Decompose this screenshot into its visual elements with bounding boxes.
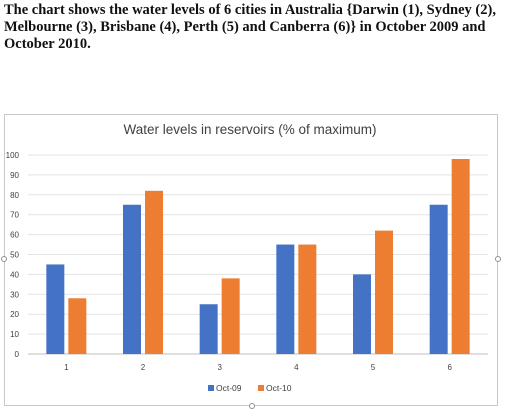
gridlines bbox=[28, 154, 488, 355]
y-tick-label: 50 bbox=[10, 251, 19, 260]
resize-handle-bottom[interactable] bbox=[249, 403, 255, 409]
bar-oct-10-6 bbox=[451, 158, 470, 354]
x-tick-label: 2 bbox=[141, 363, 146, 372]
y-tick-label: 0 bbox=[15, 350, 20, 359]
bar-oct-09-6 bbox=[429, 204, 448, 354]
bar-oct-10-4 bbox=[298, 244, 317, 354]
y-tick-label: 100 bbox=[6, 151, 20, 160]
resize-handle-left[interactable] bbox=[1, 256, 7, 262]
bar-oct-10-3 bbox=[221, 278, 240, 354]
bar-oct-10-2 bbox=[145, 190, 163, 354]
x-tick-label: 4 bbox=[294, 363, 299, 372]
bar-oct-09-3 bbox=[199, 304, 218, 354]
question-prompt: The chart shows the water levels of 6 ci… bbox=[4, 2, 496, 52]
y-tick-label: 80 bbox=[10, 191, 19, 200]
y-tick-label: 10 bbox=[10, 330, 19, 339]
x-tick-label: 1 bbox=[64, 363, 69, 372]
x-tick-label: 3 bbox=[217, 363, 222, 372]
x-tick-label: 5 bbox=[371, 363, 376, 372]
legend-swatch-oct-09 bbox=[208, 385, 214, 391]
bar-oct-09-2 bbox=[123, 204, 141, 354]
x-axis-ticks: 1 2 3 4 5 6 bbox=[64, 363, 452, 372]
legend: Oct-09 Oct-10 bbox=[208, 383, 292, 393]
y-axis-ticks: 0 10 20 30 40 50 60 70 80 90 100 bbox=[6, 151, 20, 359]
y-tick-label: 70 bbox=[10, 211, 19, 220]
y-tick-label: 30 bbox=[10, 290, 19, 299]
legend-label: Oct-09 bbox=[216, 383, 242, 393]
x-tick-label: 6 bbox=[447, 363, 452, 372]
y-tick-label: 20 bbox=[10, 310, 19, 319]
bar-oct-10-1 bbox=[68, 298, 87, 354]
bar-oct-09-5 bbox=[353, 274, 371, 354]
y-tick-label: 90 bbox=[10, 171, 19, 180]
bars bbox=[46, 158, 470, 354]
chart-title: Water levels in reservoirs (% of maximum… bbox=[123, 122, 376, 137]
legend-label: Oct-10 bbox=[266, 383, 292, 393]
bar-oct-09-4 bbox=[276, 244, 295, 354]
y-tick-label: 60 bbox=[10, 231, 19, 240]
bar-oct-09-1 bbox=[46, 264, 65, 354]
y-tick-label: 40 bbox=[10, 270, 19, 279]
bar-oct-10-5 bbox=[375, 230, 393, 354]
resize-handle-right[interactable] bbox=[495, 256, 501, 262]
legend-swatch-oct-10 bbox=[258, 385, 264, 391]
